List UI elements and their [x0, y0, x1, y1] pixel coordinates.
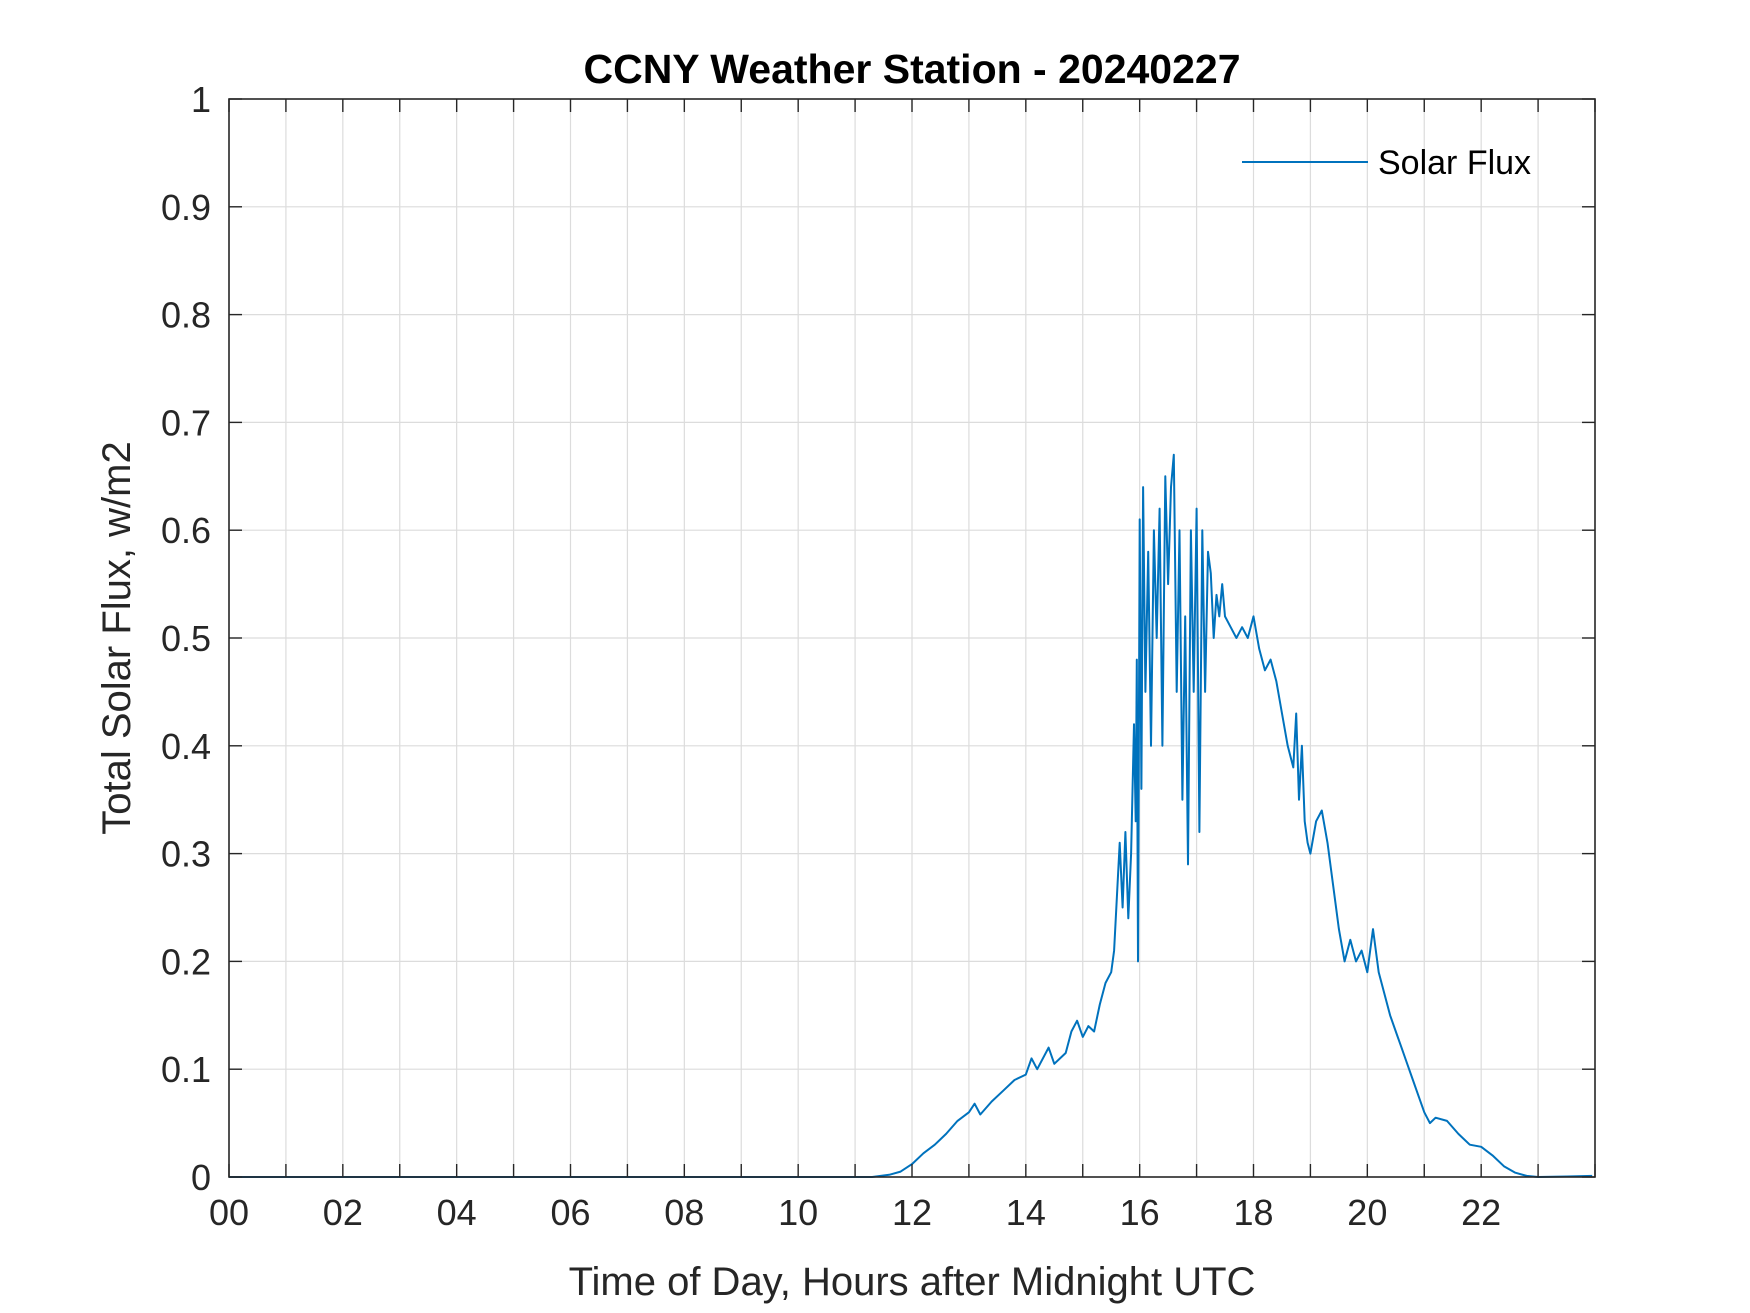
x-tick-label: 00 — [209, 1192, 249, 1233]
x-tick-label: 02 — [323, 1192, 363, 1233]
x-tick-label: 22 — [1461, 1192, 1501, 1233]
y-axis-ticks: 0 0.1 0.2 0.3 0.4 0.5 0.6 0.7 0.8 0.9 1 — [161, 79, 1595, 1198]
y-tick-label: 1 — [191, 79, 211, 120]
x-tick-label: 08 — [664, 1192, 704, 1233]
y-tick-label: 0.8 — [161, 295, 211, 336]
y-axis-label: Total Solar Flux, w/m2 — [95, 441, 139, 834]
grid-lines — [229, 99, 1595, 1177]
x-tick-label: 12 — [892, 1192, 932, 1233]
x-tick-label: 14 — [1006, 1192, 1046, 1233]
y-tick-label: 0.5 — [161, 618, 211, 659]
x-tick-label: 16 — [1120, 1192, 1160, 1233]
y-tick-label: 0.2 — [161, 941, 211, 982]
x-tick-label: 20 — [1347, 1192, 1387, 1233]
y-tick-label: 0 — [191, 1157, 211, 1198]
chart-title: CCNY Weather Station - 20240227 — [583, 46, 1240, 92]
legend: Solar Flux — [1242, 144, 1531, 182]
x-axis-label: Time of Day, Hours after Midnight UTC — [569, 1260, 1256, 1304]
x-tick-label: 10 — [778, 1192, 818, 1233]
y-tick-label: 0.9 — [161, 187, 211, 228]
x-tick-label: 18 — [1233, 1192, 1273, 1233]
y-tick-label: 0.4 — [161, 726, 211, 767]
series-layer — [229, 453, 1593, 1178]
series-line-solar-flux — [229, 453, 1593, 1178]
y-tick-label: 0.1 — [161, 1049, 211, 1090]
legend-label-solar-flux: Solar Flux — [1378, 144, 1531, 182]
y-tick-label: 0.6 — [161, 510, 211, 551]
y-tick-label: 0.3 — [161, 834, 211, 875]
x-tick-label: 04 — [437, 1192, 477, 1233]
x-axis-ticks: 00 02 04 06 08 10 12 14 16 18 20 22 — [209, 99, 1596, 1233]
x-tick-label: 06 — [550, 1192, 590, 1233]
y-tick-label: 0.7 — [161, 402, 211, 443]
